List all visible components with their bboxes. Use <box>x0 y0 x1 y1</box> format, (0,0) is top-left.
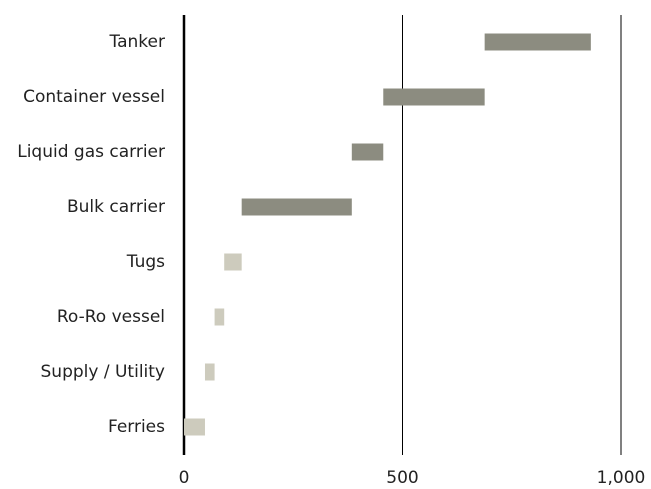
y-tick-label: Tugs <box>126 252 165 272</box>
x-tick-label: 500 <box>386 468 418 488</box>
y-tick-label: Bulk carrier <box>67 197 165 217</box>
y-tick-label: Container vessel <box>23 87 165 107</box>
y-tick-label: Tanker <box>109 32 165 52</box>
bar <box>214 308 225 326</box>
bar <box>241 198 352 216</box>
y-tick-label: Liquid gas carrier <box>17 142 165 162</box>
y-tick-label: Ferries <box>108 417 165 437</box>
bar <box>383 88 485 106</box>
x-tick-label: 0 <box>179 468 190 488</box>
bar <box>351 143 384 161</box>
bar <box>484 33 591 51</box>
bar <box>224 253 242 271</box>
bar <box>204 363 215 381</box>
y-tick-label: Supply / Utility <box>41 362 165 382</box>
y-tick-label: Ro-Ro vessel <box>57 307 165 327</box>
bar <box>184 418 205 436</box>
x-tick-label: 1,000 <box>597 468 646 488</box>
